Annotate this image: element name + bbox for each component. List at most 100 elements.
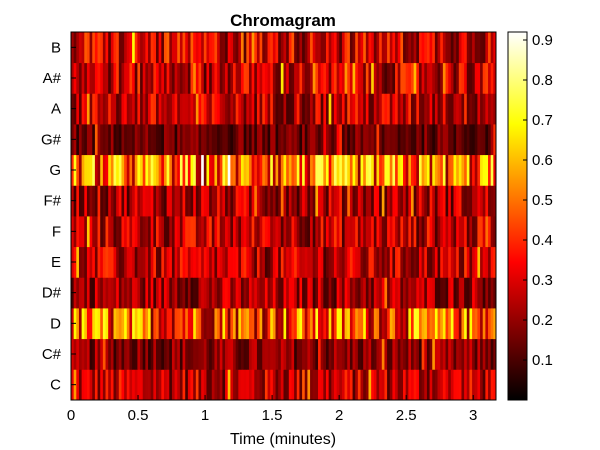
heatmap-cell <box>259 93 263 125</box>
heatmap-cell <box>222 216 226 248</box>
heatmap-cell <box>283 216 287 248</box>
heatmap-cell <box>235 62 239 94</box>
heatmap-cell <box>129 185 133 217</box>
heatmap-cell <box>100 93 104 125</box>
heatmap-cell <box>328 32 332 64</box>
heatmap-cell <box>323 369 327 401</box>
heatmap-cell <box>108 369 112 401</box>
heatmap-cell <box>368 369 372 401</box>
heatmap-cell <box>254 93 258 125</box>
heatmap-cell <box>458 124 462 156</box>
heatmap-cell <box>310 93 314 125</box>
heatmap-cell <box>92 124 96 156</box>
heatmap-cell <box>222 62 226 94</box>
heatmap-cell <box>256 32 260 64</box>
heatmap-cell <box>288 277 292 309</box>
heatmap-cell <box>110 338 114 370</box>
heatmap-cell <box>421 154 425 186</box>
heatmap-cell <box>413 154 417 186</box>
heatmap-cell <box>153 277 157 309</box>
heatmap-cell <box>219 154 223 186</box>
heatmap-cell <box>132 124 136 156</box>
heatmap-cell <box>482 93 486 125</box>
heatmap-cell <box>331 369 335 401</box>
heatmap-cell <box>134 93 138 125</box>
heatmap-cell <box>416 154 420 186</box>
heatmap-cell <box>387 246 391 278</box>
heatmap-cell <box>169 277 173 309</box>
heatmap-cell <box>381 124 385 156</box>
heatmap-cell <box>193 185 197 217</box>
heatmap-cell <box>437 338 441 370</box>
heatmap-cell <box>280 124 284 156</box>
heatmap-cell <box>214 124 218 156</box>
heatmap-cell <box>251 216 255 248</box>
heatmap-cell <box>464 369 468 401</box>
heatmap-cell <box>474 308 478 340</box>
heatmap-cell <box>469 62 473 94</box>
heatmap-cell <box>233 246 237 278</box>
heatmap-cell <box>291 93 295 125</box>
heatmap-cell <box>272 216 276 248</box>
heatmap-cell <box>195 185 199 217</box>
heatmap-cell <box>238 124 242 156</box>
heatmap-cell <box>318 32 322 64</box>
heatmap-cell <box>140 338 144 370</box>
heatmap-cell <box>349 369 353 401</box>
heatmap-cell <box>480 369 484 401</box>
heatmap-cell <box>341 216 345 248</box>
heatmap-cell <box>365 124 369 156</box>
heatmap-cell <box>418 124 423 156</box>
heatmap-cell <box>124 93 128 125</box>
heatmap-cell <box>241 32 245 64</box>
heatmap-cell <box>352 124 356 156</box>
heatmap-cell <box>150 216 154 248</box>
heatmap-cell <box>392 308 396 340</box>
heatmap-cell <box>201 369 205 401</box>
heatmap-cell <box>469 124 473 156</box>
heatmap-cell <box>137 32 141 64</box>
heatmap-cell <box>360 216 364 248</box>
heatmap-cell <box>472 124 476 156</box>
heatmap-cell <box>203 216 207 248</box>
heatmap-cell <box>238 216 242 248</box>
heatmap-cell <box>195 369 199 401</box>
heatmap-cell <box>355 124 359 156</box>
heatmap-cell <box>381 185 385 217</box>
heatmap-cell <box>376 185 380 217</box>
heatmap-cell <box>389 308 393 340</box>
heatmap-cell <box>437 369 441 401</box>
heatmap-cell <box>376 93 380 125</box>
heatmap-cell <box>328 308 332 340</box>
heatmap-cell <box>198 246 202 278</box>
heatmap-cell <box>445 216 449 248</box>
heatmap-cell <box>294 154 298 186</box>
heatmap-cell <box>437 246 441 278</box>
heatmap-cell <box>169 246 173 278</box>
heatmap-cell <box>259 124 263 156</box>
heatmap-cell <box>76 246 80 278</box>
heatmap-cell <box>217 338 221 370</box>
heatmap-cell <box>238 154 242 186</box>
heatmap-cell <box>182 93 186 125</box>
heatmap-cell <box>110 124 114 156</box>
heatmap-cell <box>323 308 327 340</box>
heatmap-cell <box>171 338 175 370</box>
heatmap-cell <box>116 338 120 370</box>
heatmap-cell <box>100 369 104 401</box>
heatmap-cell <box>243 154 247 186</box>
heatmap-cell <box>480 124 484 156</box>
heatmap-cell <box>389 93 393 125</box>
heatmap-cell <box>387 62 391 94</box>
heatmap-cell <box>461 308 465 340</box>
heatmap-cell <box>163 62 168 94</box>
heatmap-cell <box>413 32 417 64</box>
heatmap-cell <box>169 369 173 401</box>
heatmap-cell <box>116 369 120 401</box>
heatmap-cell <box>227 185 231 217</box>
heatmap-cell <box>461 154 465 186</box>
heatmap-cell <box>118 93 122 125</box>
heatmap-cell <box>485 369 489 401</box>
heatmap-cell <box>121 246 125 278</box>
heatmap-cell <box>262 124 266 156</box>
